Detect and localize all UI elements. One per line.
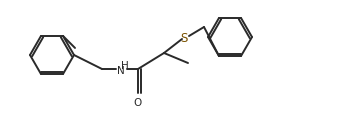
Text: S: S <box>180 32 188 44</box>
Text: H: H <box>121 61 129 71</box>
Text: O: O <box>134 98 142 108</box>
Text: N: N <box>117 66 125 76</box>
